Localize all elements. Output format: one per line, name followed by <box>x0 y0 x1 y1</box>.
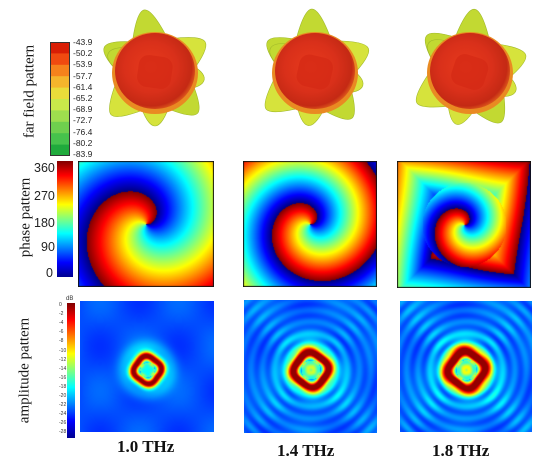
far-field-pattern-1-4-thz <box>264 8 370 126</box>
far-field-colorbar-tick: -50.2 <box>73 48 93 59</box>
frequency-label-1-8-thz: 1.8 THz <box>432 441 490 460</box>
phase-tick-360: 360 <box>34 161 55 175</box>
far-field-colorbar-swatch <box>50 64 70 77</box>
far-field-colorbar-tick: -53.9 <box>73 59 93 70</box>
phase-pattern-1-0-thz <box>78 161 214 287</box>
amplitude-colorbar-tick: -4 <box>59 320 64 327</box>
amplitude-colorbar-unit: dB <box>66 296 74 302</box>
far-field-pattern-1-0-thz <box>103 9 207 127</box>
amplitude-colorbar-tick: -8 <box>59 338 64 345</box>
phase-colorbar <box>57 161 73 277</box>
amplitude-colorbar-tick: -12 <box>59 356 67 363</box>
far-field-colorbar <box>50 42 70 156</box>
far-field-lobe-core <box>137 55 173 89</box>
far-field-colorbar-swatch <box>50 53 70 66</box>
far-field-colorbar-tick: -80.2 <box>73 137 93 148</box>
far-field-colorbar-tick: -43.9 <box>73 37 93 47</box>
amplitude-colorbar-tick: -14 <box>59 365 67 372</box>
amplitude-colorbar-tick: -16 <box>59 374 67 381</box>
far-field-colorbar-swatch <box>50 133 70 146</box>
amplitude-colorbar-tick: -26 <box>59 420 67 427</box>
far-field-colorbar-tick: -68.9 <box>73 104 93 115</box>
far-field-colorbar-swatch <box>50 42 70 54</box>
amplitude-colorbar-tick: -18 <box>59 383 67 390</box>
amplitude-colorbar-tick: 0 <box>59 302 62 308</box>
phase-tick-90: 90 <box>41 240 55 254</box>
amplitude-pattern-1-8-thz <box>400 301 532 432</box>
phase-pattern-1-8-thz <box>397 161 531 288</box>
far-field-lobe-core <box>296 54 333 90</box>
far-field-colorbar-tick: -61.4 <box>73 81 93 92</box>
amplitude-colorbar-tick: -20 <box>59 393 67 399</box>
far-field-colorbar-swatch <box>50 87 70 100</box>
frequency-label-1-0-thz: 1.0 THz <box>117 437 175 456</box>
far-field-lobe-core <box>451 54 489 90</box>
phase-pattern-1-4-thz <box>243 161 377 287</box>
frequency-label-1-4-thz: 1.4 THz <box>277 441 335 460</box>
amplitude-colorbar <box>67 303 75 438</box>
phase-tick-180: 180 <box>34 216 55 230</box>
amplitude-pattern-1-4-thz <box>244 300 377 433</box>
far-field-colorbar-tick: -76.4 <box>73 126 93 137</box>
far-field-colorbar-tick: -57.7 <box>73 70 93 81</box>
far-field-colorbar-swatch <box>50 99 70 111</box>
far-field-colorbar-swatch <box>50 121 70 134</box>
far-field-colorbar-tick: -65.2 <box>73 93 93 103</box>
amplitude-colorbar-tick: -24 <box>59 411 67 418</box>
amplitude-colorbar-tick: -22 <box>59 402 67 409</box>
far-field-pattern-1-8-thz <box>415 8 527 125</box>
row-label-far-field: far field pattern <box>21 44 38 139</box>
far-field-colorbar-swatches <box>50 42 70 156</box>
far-field-colorbar-swatch <box>50 76 70 89</box>
amplitude-colorbar-tick: -28 <box>59 429 67 436</box>
row-label-amplitude: amplitude pattern <box>16 317 33 424</box>
row-label-phase: phase pattern <box>17 177 34 258</box>
far-field-colorbar-swatch <box>50 110 70 123</box>
far-field-colorbar-tick: -72.7 <box>73 115 93 126</box>
amplitude-colorbar-tick: -10 <box>59 347 67 354</box>
far-field-colorbar-tick: -83.9 <box>73 149 93 159</box>
far-field-colorbar-swatch <box>50 144 70 156</box>
phase-tick-270: 270 <box>34 189 55 203</box>
amplitude-colorbar-tick: -2 <box>59 311 64 318</box>
amplitude-colorbar-tick: -6 <box>59 329 64 336</box>
phase-tick-0: 0 <box>46 266 53 280</box>
amplitude-pattern-1-0-thz <box>80 301 214 432</box>
